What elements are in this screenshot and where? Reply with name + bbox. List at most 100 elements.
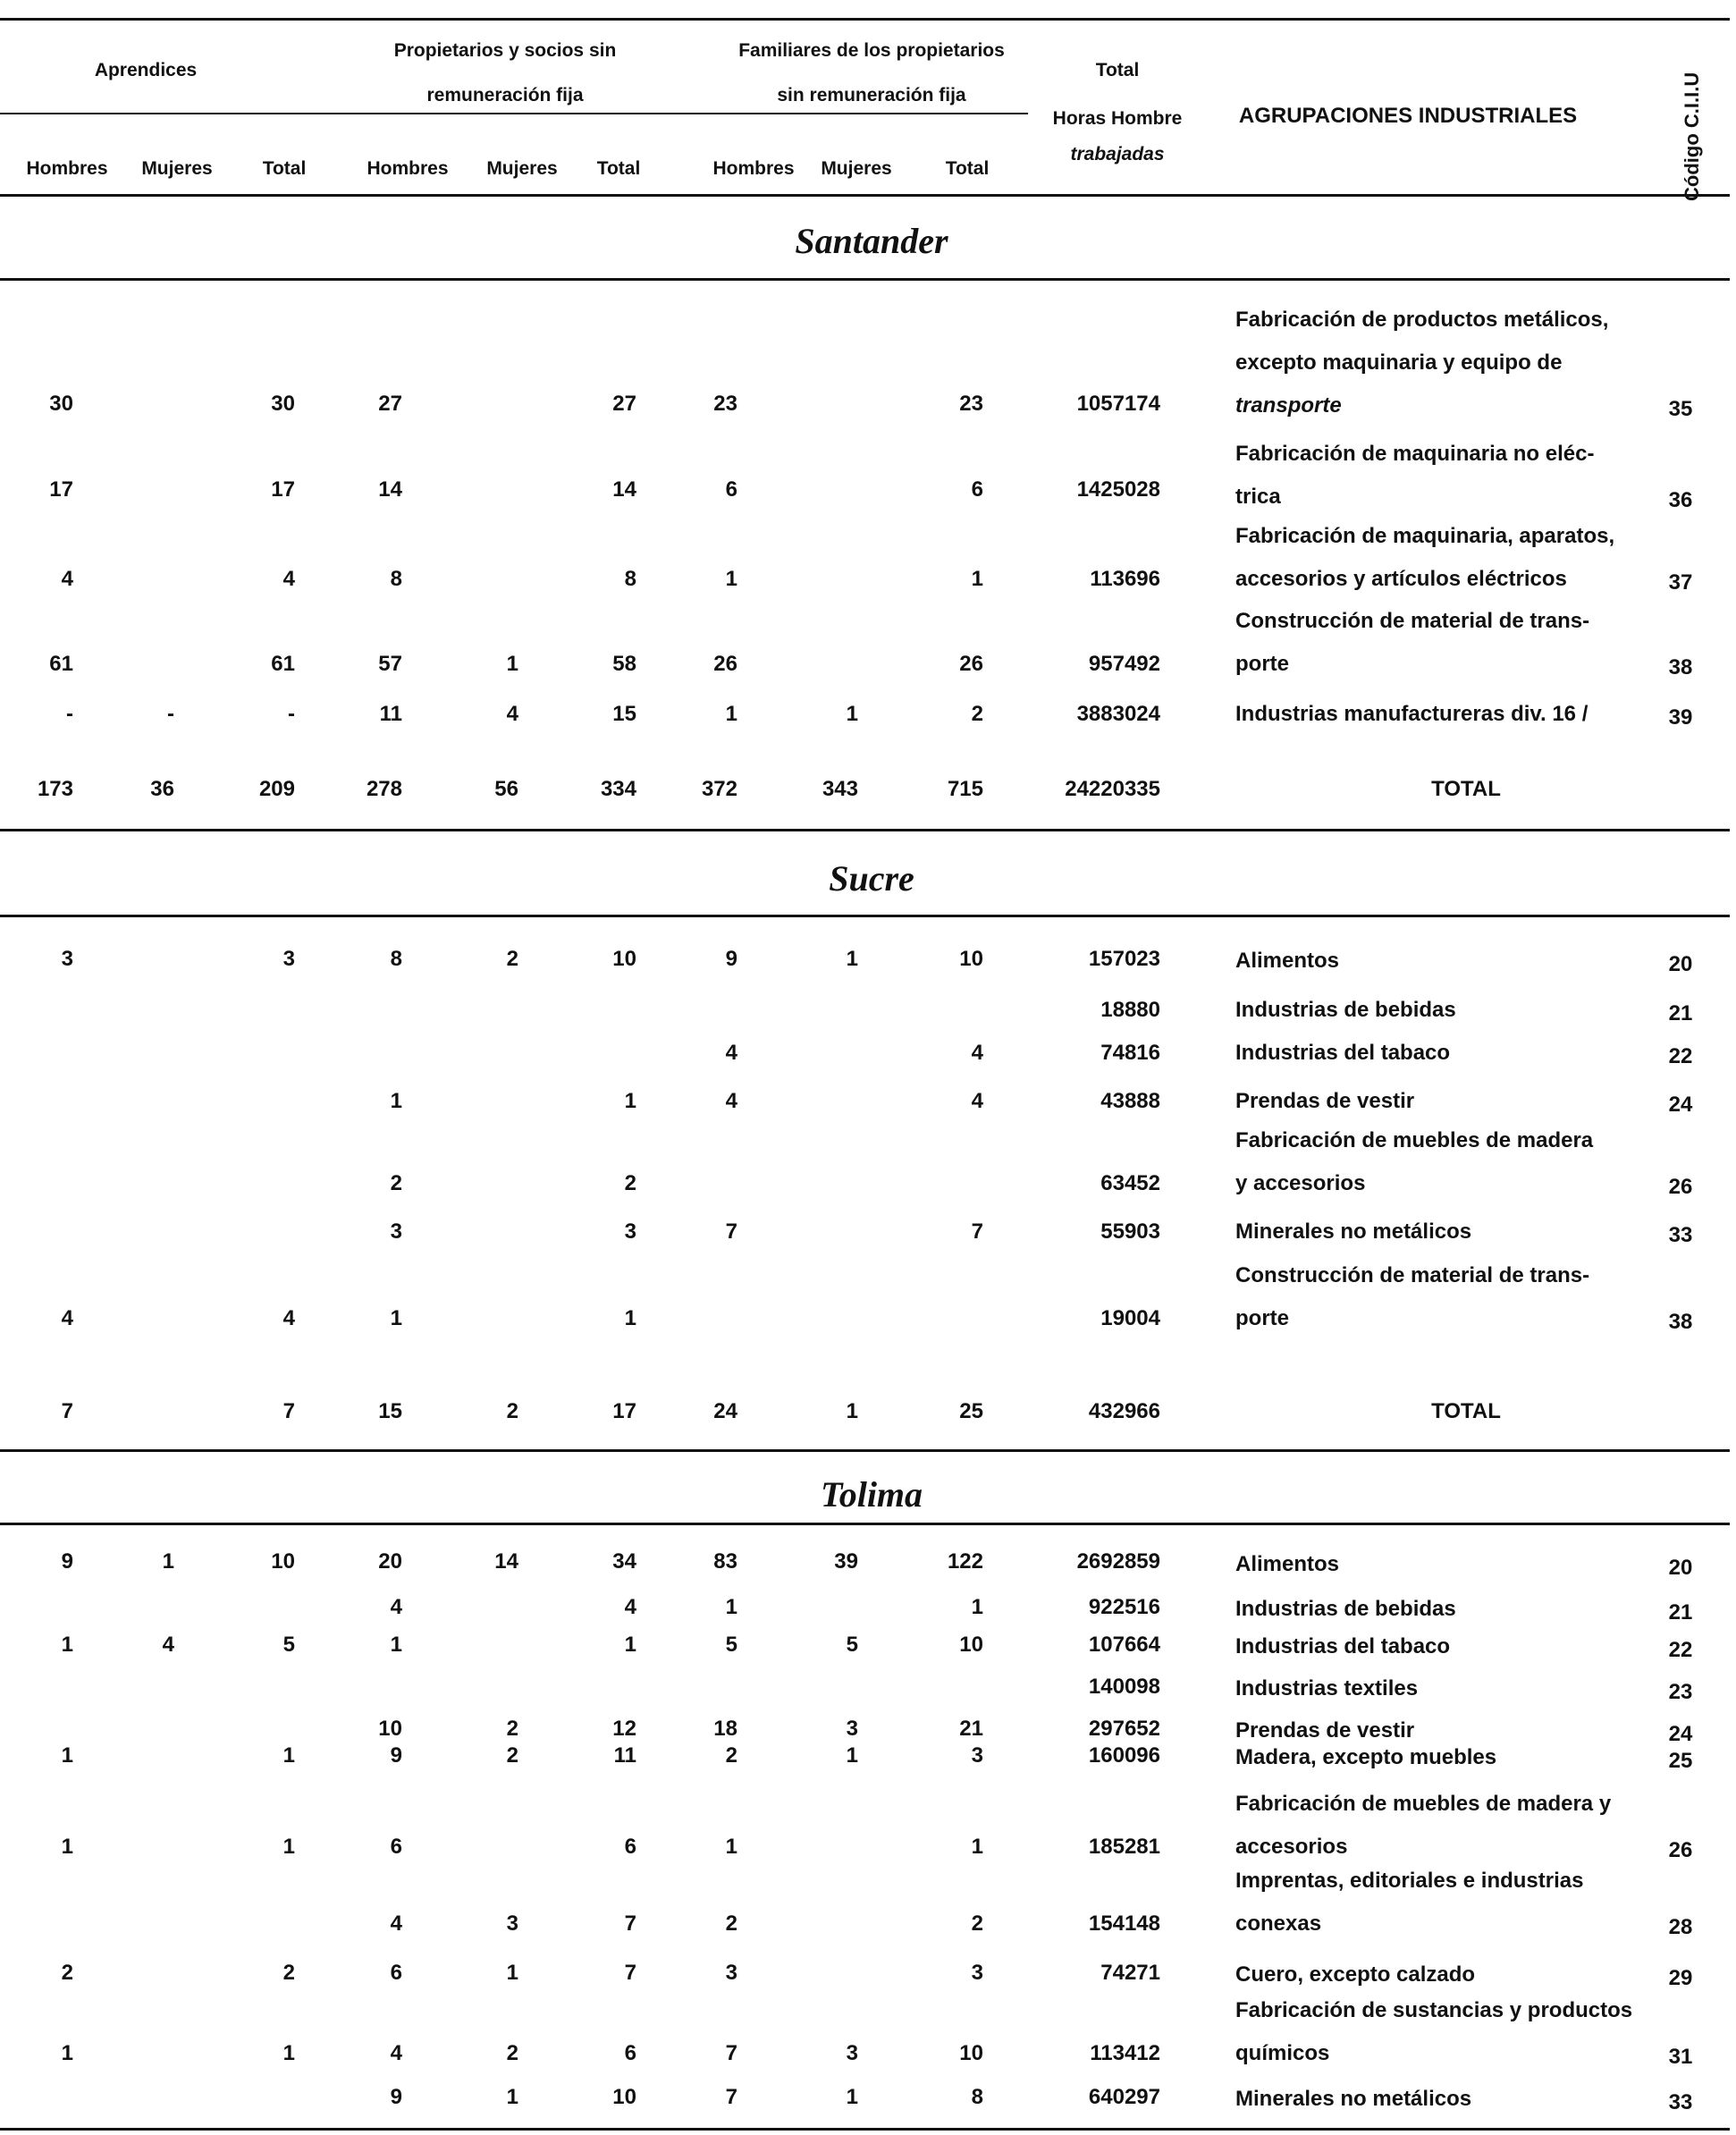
cell-santander-r3-c6: 26 (713, 652, 737, 676)
cell-santander-r4-c4: 4 (506, 702, 518, 726)
cell-tolima-r0-c2: 10 (271, 1549, 295, 1574)
cell-tolima-r5-c8: 3 (971, 1743, 983, 1768)
ciiu-code: 31 (1668, 2045, 1693, 2069)
industry-label: porte (1235, 652, 1289, 676)
header-total-line2: Horas Hombre (1052, 108, 1183, 129)
industry-label: Prendas de vestir (1235, 1718, 1415, 1743)
cell-sucre-r4-c9: 63452 (1100, 1171, 1160, 1195)
ciiu-code: 22 (1668, 1638, 1693, 1662)
ciiu-code: 24 (1668, 1093, 1693, 1117)
cell-tolima-r2-c6: 5 (725, 1633, 737, 1657)
header-bottom-rule (0, 194, 1730, 197)
cell-tolima-r2-c1: 4 (162, 1633, 174, 1657)
cell-santander-r0-c8: 23 (959, 392, 983, 416)
cell-tolima-r9-c9: 113412 (1090, 2041, 1160, 2065)
cell-tolima-r2-c7: 5 (846, 1633, 858, 1657)
header-top-rule (0, 18, 1730, 21)
cell-sucre-r0-c9: 157023 (1088, 947, 1160, 971)
header-aprendices: Aprendices (94, 60, 198, 80)
cell-tolima-r6-c2: 1 (282, 1835, 295, 1859)
cell-tolima-r10-c7: 1 (846, 2085, 858, 2109)
industry-label: accesorios y artículos eléctricos (1235, 567, 1567, 591)
cell-sucre-r0-c6: 9 (725, 947, 737, 971)
header-propietarios-line2: remuneración fija (426, 85, 584, 105)
cell-santander-r2-c8: 1 (971, 567, 983, 591)
cell-santander-r2-c9: 113696 (1090, 567, 1160, 591)
subheader-hombres-1: Hombres (26, 158, 108, 179)
total-santander-c4: 56 (494, 777, 518, 801)
industry-label: Construcción de material de trans- (1235, 609, 1590, 633)
cell-santander-r3-c3: 57 (378, 652, 402, 676)
total-label-sucre: TOTAL (1431, 1399, 1501, 1423)
industry-label: Industrias del tabaco (1235, 1634, 1451, 1658)
cell-tolima-r9-c6: 7 (725, 2041, 737, 2065)
cell-sucre-r0-c3: 8 (390, 947, 402, 971)
cell-santander-r2-c3: 8 (390, 567, 402, 591)
cell-santander-r4-c2: - (288, 702, 295, 726)
cell-tolima-r10-c4: 1 (506, 2085, 518, 2109)
cell-tolima-r9-c0: 1 (61, 2041, 73, 2065)
ciiu-code: 24 (1668, 1722, 1693, 1746)
cell-tolima-r9-c5: 6 (624, 2041, 636, 2065)
header-total-line1: Total (1095, 60, 1140, 80)
industry-label: Fabricación de maquinaria, aparatos, (1235, 524, 1615, 548)
industry-label: Prendas de vestir (1235, 1089, 1415, 1113)
industry-label: Industrias textiles (1235, 1676, 1419, 1700)
cell-santander-r0-c9: 1057174 (1076, 392, 1160, 416)
cell-tolima-r10-c6: 7 (725, 2085, 737, 2109)
cell-tolima-r1-c8: 1 (971, 1595, 983, 1619)
industry-label: Minerales no metálicos (1235, 2087, 1472, 2111)
total-santander-c0: 173 (37, 777, 73, 801)
ciiu-code: 33 (1668, 1223, 1693, 1247)
cell-tolima-r7-c6: 2 (725, 1911, 737, 1936)
subheader-total-3: Total (945, 158, 990, 179)
ciiu-code: 37 (1668, 570, 1693, 595)
cell-tolima-r5-c9: 160096 (1088, 1743, 1160, 1768)
total-sucre-c3: 15 (378, 1399, 402, 1423)
industry-label: Madera, excepto muebles (1235, 1745, 1497, 1769)
cell-tolima-r6-c8: 1 (971, 1835, 983, 1859)
ciiu-code: 38 (1668, 1310, 1693, 1334)
total-sucre-c5: 17 (612, 1399, 636, 1423)
total-santander-c6: 372 (701, 777, 737, 801)
cell-tolima-r4-c5: 12 (612, 1717, 636, 1741)
cell-santander-r3-c8: 26 (959, 652, 983, 676)
header-total-line3: trabajadas (1070, 144, 1165, 165)
industry-label: Industrias de bebidas (1235, 1597, 1456, 1621)
ciiu-code: 35 (1668, 397, 1693, 421)
ciiu-code: 36 (1668, 488, 1693, 512)
total-santander-c1: 36 (150, 777, 174, 801)
cell-tolima-r0-c8: 122 (947, 1549, 983, 1574)
cell-santander-r4-c9: 3883024 (1076, 702, 1160, 726)
cell-santander-r0-c3: 27 (378, 392, 402, 416)
cell-tolima-r4-c9: 297652 (1088, 1717, 1160, 1741)
total-santander-c2: 209 (258, 777, 295, 801)
cell-tolima-r4-c8: 21 (959, 1717, 983, 1741)
cell-tolima-r5-c4: 2 (506, 1743, 518, 1768)
cell-tolima-r8-c9: 74271 (1100, 1961, 1160, 1985)
header-codigo: Código C.I.I.U (1681, 72, 1703, 201)
subheader-hombres-2: Hombres (367, 158, 449, 179)
cell-tolima-r7-c5: 7 (624, 1911, 636, 1936)
cell-sucre-r4-c5: 2 (624, 1171, 636, 1195)
cell-tolima-r7-c3: 4 (390, 1911, 402, 1936)
cell-sucre-r3-c6: 4 (725, 1089, 737, 1113)
cell-tolima-r5-c7: 1 (846, 1743, 858, 1768)
industry-label: Fabricación de productos metálicos, (1235, 308, 1609, 332)
ciiu-code: 28 (1668, 1915, 1693, 1939)
section-rule-sucre (0, 915, 1730, 917)
cell-tolima-r0-c1: 1 (162, 1549, 174, 1574)
cell-tolima-r5-c2: 1 (282, 1743, 295, 1768)
cell-sucre-r5-c3: 3 (390, 1219, 402, 1244)
cell-tolima-r9-c7: 3 (846, 2041, 858, 2065)
industry-label: Minerales no metálicos (1235, 1219, 1472, 1244)
ciiu-code: 25 (1668, 1749, 1693, 1773)
cell-tolima-r0-c5: 34 (612, 1549, 636, 1574)
cell-santander-r4-c7: 1 (846, 702, 858, 726)
cell-sucre-r3-c9: 43888 (1100, 1089, 1160, 1113)
cell-tolima-r0-c6: 83 (713, 1549, 737, 1574)
subheader-mujeres-3: Mujeres (821, 158, 892, 179)
cell-sucre-r0-c2: 3 (282, 947, 295, 971)
cell-tolima-r6-c6: 1 (725, 1835, 737, 1859)
cell-santander-r3-c0: 61 (49, 652, 73, 676)
